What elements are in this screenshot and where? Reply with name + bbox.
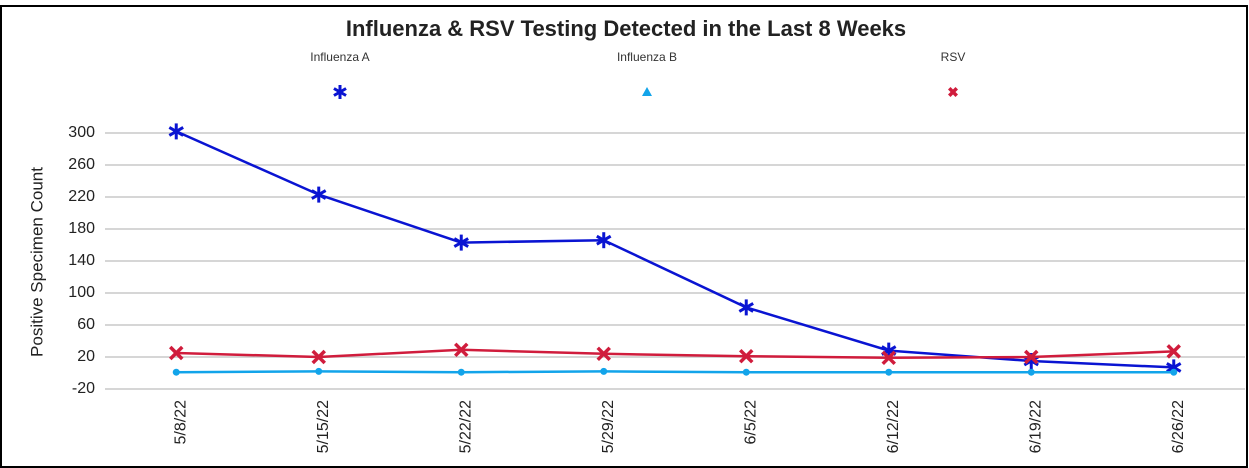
legend-marker: [333, 85, 347, 99]
x-tick-label: 6/26/22: [1170, 400, 1187, 453]
marker-stroke: [738, 302, 754, 313]
marker-stroke: [169, 345, 184, 361]
marker-stroke: [596, 234, 612, 246]
x-tick-label: 5/8/22: [172, 400, 189, 445]
marker: [457, 368, 465, 376]
marker: [885, 368, 893, 376]
frame: [0, 5, 1248, 468]
y-tick-label: 180: [68, 220, 95, 237]
marker: [600, 367, 608, 375]
legend-label: Influenza A: [310, 50, 369, 64]
x-tick-label: 5/15/22: [315, 400, 332, 453]
marker-stroke: [739, 348, 754, 364]
marker: [742, 368, 750, 376]
marker-stroke: [1166, 362, 1182, 373]
marker-stroke: [311, 189, 327, 200]
series-line: [176, 370, 1174, 374]
marker: [311, 186, 327, 203]
y-tick-label: 20: [77, 348, 95, 365]
marker-stroke: [881, 350, 896, 366]
y-tick-label: 60: [77, 316, 95, 333]
legend-label: RSV: [941, 50, 966, 64]
legend-label: Influenza B: [617, 50, 677, 64]
x-tick-label: 6/5/22: [742, 400, 759, 445]
marker-stroke: [948, 87, 958, 97]
legend-marker: [642, 87, 652, 96]
marker-stroke: [168, 126, 184, 137]
marker: [169, 345, 184, 361]
legend-marker: [948, 87, 958, 97]
marker-stroke: [311, 349, 326, 365]
marker: [172, 368, 180, 376]
marker-stroke: [333, 87, 347, 97]
marker: [1027, 368, 1035, 376]
marker: [739, 348, 754, 364]
y-tick-label: 100: [68, 284, 95, 301]
marker-stroke: [1024, 349, 1039, 365]
chart-title: Influenza & RSV Testing Detected in the …: [346, 16, 906, 41]
series-line: [175, 130, 1174, 369]
marker: [453, 234, 469, 251]
marker: [1166, 344, 1181, 359]
marker-stroke: [1166, 344, 1181, 359]
x-tick-label: 6/19/22: [1027, 400, 1044, 453]
marker-stroke: [454, 342, 469, 358]
y-tick-label: 140: [68, 252, 95, 269]
marker: [1024, 349, 1039, 365]
marker: [454, 342, 469, 358]
marker: [1170, 368, 1178, 376]
y-axis-label: Positive Specimen Count: [27, 167, 46, 357]
series-line: [176, 348, 1174, 360]
x-tick-label: 6/12/22: [885, 400, 902, 453]
marker: [315, 367, 323, 375]
y-tick-label: 300: [68, 124, 95, 141]
marker-stroke: [453, 237, 469, 248]
marker: [596, 232, 612, 249]
y-tick-label: 260: [68, 156, 95, 173]
x-tick-label: 5/29/22: [600, 400, 617, 453]
marker: [596, 346, 611, 362]
marker: [311, 349, 326, 365]
marker: [738, 299, 754, 316]
x-tick-label: 5/22/22: [457, 400, 474, 453]
y-tick-label: -20: [72, 380, 95, 397]
marker: [881, 350, 896, 366]
marker: [168, 123, 184, 140]
marker-stroke: [596, 346, 611, 362]
y-tick-label: 220: [68, 188, 95, 205]
